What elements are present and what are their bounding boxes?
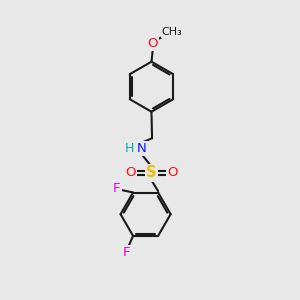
Text: O: O: [125, 167, 136, 179]
Text: H: H: [125, 142, 134, 155]
Text: CH₃: CH₃: [162, 27, 182, 37]
Text: O: O: [148, 37, 158, 50]
Text: F: F: [113, 182, 121, 196]
Text: S: S: [146, 166, 157, 181]
Text: F: F: [123, 246, 130, 259]
Text: N: N: [137, 142, 147, 155]
Text: O: O: [167, 167, 178, 179]
